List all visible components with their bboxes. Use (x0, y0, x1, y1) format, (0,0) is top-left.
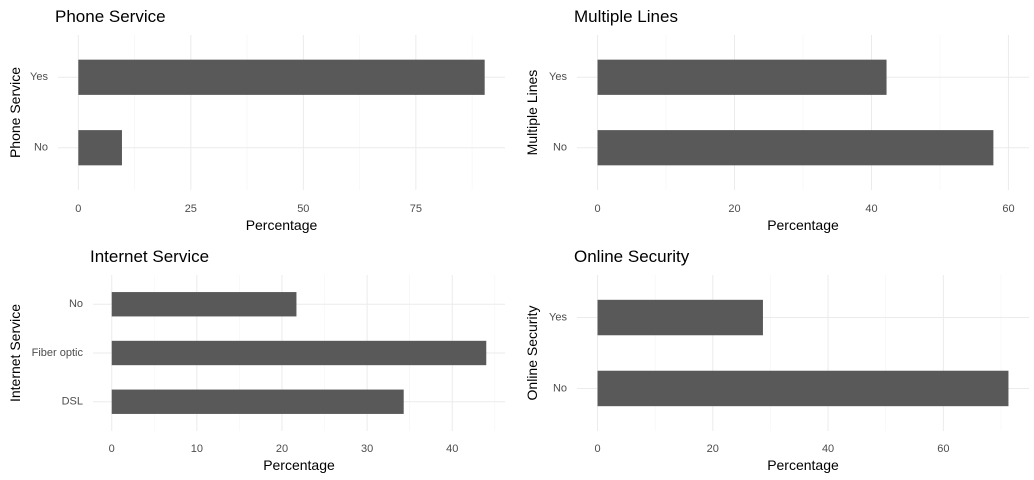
x-tick-label: 60 (1002, 203, 1014, 215)
chart-title: Phone Service (55, 7, 166, 26)
x-axis-title: Percentage (767, 217, 839, 233)
x-tick-label: 10 (191, 443, 203, 455)
x-tick-label: 0 (75, 203, 81, 215)
y-tick-label-fiber-optic: Fiber optic (32, 347, 84, 359)
y-tick-label-yes: Yes (30, 71, 48, 83)
bar-yes (597, 59, 887, 95)
x-axis-title: Percentage (767, 457, 839, 473)
x-tick-label: 0 (594, 443, 600, 455)
x-tick-label: 50 (297, 203, 309, 215)
y-tick-label-no: No (553, 382, 567, 394)
y-axis-title: Online Security (524, 306, 540, 401)
bar-no (597, 130, 994, 166)
chart-panel-online-security: No Yes 0 20 40 60 Online Security Percentage Onl… (524, 247, 1029, 473)
x-tick-label: 20 (728, 203, 740, 215)
x-tick-label: 60 (937, 443, 949, 455)
y-tick-label-yes: Yes (549, 311, 567, 323)
chart-title: Multiple Lines (574, 7, 678, 26)
bar-no (78, 130, 122, 166)
x-tick-label: 20 (276, 443, 288, 455)
y-tick-label-no: No (69, 298, 83, 310)
bar-yes (597, 299, 763, 336)
bar-no (111, 292, 297, 317)
x-tick-label: 30 (361, 443, 373, 455)
y-tick-label-yes: Yes (549, 71, 567, 83)
x-tick-label: 75 (410, 203, 422, 215)
x-axis-title: Percentage (263, 457, 335, 473)
chart-panel-multiple-lines: No Yes 0 20 40 60 Multiple Lines Percentage Mult… (524, 7, 1029, 233)
y-axis-title: Phone Service (7, 67, 23, 158)
bar-dsl (111, 389, 404, 414)
x-tick-label: 40 (822, 443, 834, 455)
bar-yes (78, 59, 485, 95)
chart-panel-phone-service: No Yes 0 25 50 75 Phone Service Percentage Phone… (7, 7, 505, 233)
x-axis-title: Percentage (246, 217, 318, 233)
y-axis-title: Internet Service (7, 304, 23, 402)
chart-title: Internet Service (90, 247, 209, 266)
y-tick-label-no: No (553, 142, 567, 154)
x-tick-label: 40 (446, 443, 458, 455)
x-tick-label: 25 (185, 203, 197, 215)
bar-no (597, 370, 1009, 407)
x-tick-label: 40 (865, 203, 877, 215)
y-tick-label-dsl: DSL (62, 396, 83, 408)
x-tick-label: 0 (109, 443, 115, 455)
x-tick-label: 20 (707, 443, 719, 455)
x-tick-label: 0 (594, 203, 600, 215)
bar-fiber-optic (111, 340, 487, 366)
y-tick-label-no: No (34, 142, 48, 154)
chart-title: Online Security (574, 247, 690, 266)
y-axis-title: Multiple Lines (524, 70, 540, 156)
chart-panel-internet-service: DSL Fiber optic No 0 10 20 30 40 Internet Servic… (7, 247, 505, 473)
